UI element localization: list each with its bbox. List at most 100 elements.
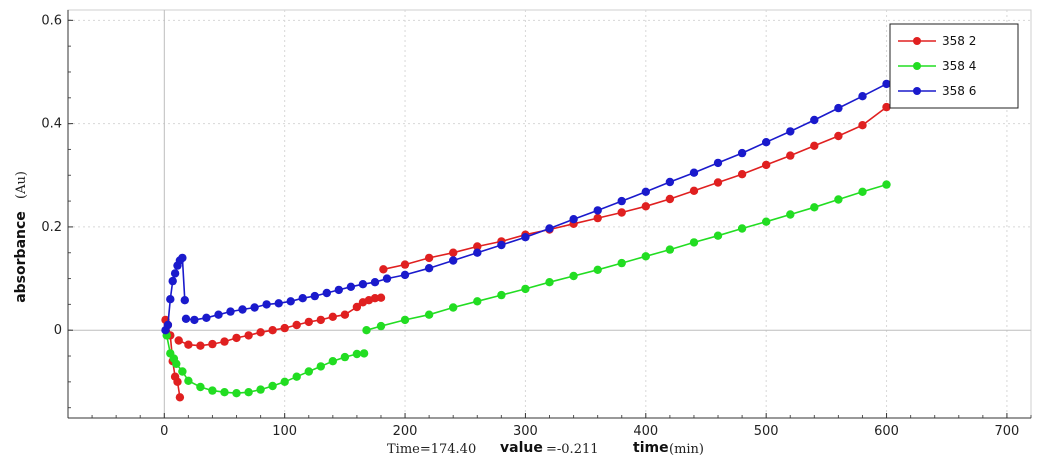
data-point [280, 377, 289, 386]
x-tick-label: 100 [272, 424, 297, 439]
data-point [298, 294, 307, 303]
legend: 358 2 358 4 358 6 [889, 23, 1019, 109]
data-point [208, 386, 217, 395]
data-point [858, 121, 867, 130]
y-axis-title-group: absorbance (Au) [13, 171, 29, 303]
legend-label-3: 358 6 [942, 84, 976, 98]
data-point [400, 260, 410, 269]
x-tick-label: 0 [160, 424, 168, 439]
data-point [858, 187, 867, 196]
plot-frame [67, 9, 1032, 419]
data-point [424, 253, 434, 263]
data-point [665, 194, 675, 204]
data-point [328, 357, 337, 366]
data-point [352, 349, 362, 359]
grid-lines [68, 10, 1031, 418]
data-point [172, 359, 181, 368]
series-1 [161, 102, 891, 402]
legend-item-2: 358 4 [898, 59, 976, 73]
data-point [593, 213, 602, 223]
data-point [173, 377, 182, 386]
data-point [689, 168, 699, 177]
legend-marker-2 [913, 62, 921, 70]
data-point [226, 307, 235, 316]
data-point [170, 269, 180, 278]
series-line [383, 106, 887, 271]
data-point [641, 202, 650, 211]
series-2 [162, 180, 891, 398]
data-point [882, 79, 891, 89]
data-point [316, 362, 325, 371]
data-point [400, 315, 410, 325]
data-point [304, 367, 313, 376]
data-point [196, 382, 205, 392]
data-point [214, 310, 223, 319]
data-point [569, 215, 578, 224]
data-point [334, 285, 343, 295]
x-axis-unit: (min) [669, 442, 704, 457]
y-tick-labels: 0 0.2 0.4 0.6 [41, 13, 62, 338]
y-axis-unit: (Au) [14, 171, 29, 199]
data-point [262, 300, 271, 309]
data-point [376, 293, 386, 302]
data-point [665, 177, 675, 187]
data-point [202, 313, 211, 322]
data-point [163, 320, 173, 330]
data-point [449, 256, 458, 265]
data-point [362, 326, 371, 335]
data-point [473, 248, 482, 257]
data-point [593, 206, 602, 215]
data-point [762, 160, 771, 170]
data-point [473, 297, 482, 306]
data-point [521, 233, 530, 242]
y-tick-label: 0.2 [41, 220, 62, 235]
data-point [834, 131, 843, 141]
legend-marker-1 [913, 37, 921, 45]
data-point [665, 245, 675, 254]
data-point [689, 238, 699, 247]
data-point [641, 252, 650, 261]
data-point [181, 314, 191, 323]
data-point [617, 208, 626, 217]
data-point [713, 158, 723, 168]
data-point [232, 333, 241, 343]
data-point [379, 265, 388, 274]
data-point [882, 180, 891, 189]
x-tick-label: 500 [754, 424, 779, 439]
data-point [232, 389, 241, 398]
data-point [190, 315, 199, 325]
data-point [834, 195, 843, 204]
data-point [545, 224, 554, 233]
data-point [280, 323, 289, 333]
data-point [737, 224, 747, 233]
data-point [810, 203, 819, 212]
data-point [737, 148, 747, 158]
data-point [316, 315, 325, 325]
data-point [786, 127, 795, 136]
data-point [174, 336, 183, 345]
data-point [352, 302, 362, 312]
data-point [762, 217, 771, 226]
cursor-time-readout: Time=174.40 [387, 442, 476, 457]
legend-item-3: 358 6 [898, 84, 976, 98]
data-point [497, 240, 506, 250]
data-point [244, 388, 253, 397]
data-point [689, 186, 699, 195]
data-point [593, 265, 602, 274]
data-point [268, 326, 277, 335]
data-point [166, 295, 175, 304]
data-point [713, 231, 723, 240]
data-point [220, 388, 229, 397]
x-axis-title: time [633, 440, 669, 456]
data-point [250, 303, 259, 312]
data-point [882, 102, 891, 112]
data-point [370, 294, 380, 303]
data-point [545, 278, 554, 287]
data-point [274, 299, 283, 308]
data-point [180, 296, 189, 305]
data-point [497, 290, 506, 300]
x-tick-label: 300 [513, 424, 538, 439]
y-tick-label: 0.6 [41, 13, 62, 28]
data-point [340, 352, 350, 362]
